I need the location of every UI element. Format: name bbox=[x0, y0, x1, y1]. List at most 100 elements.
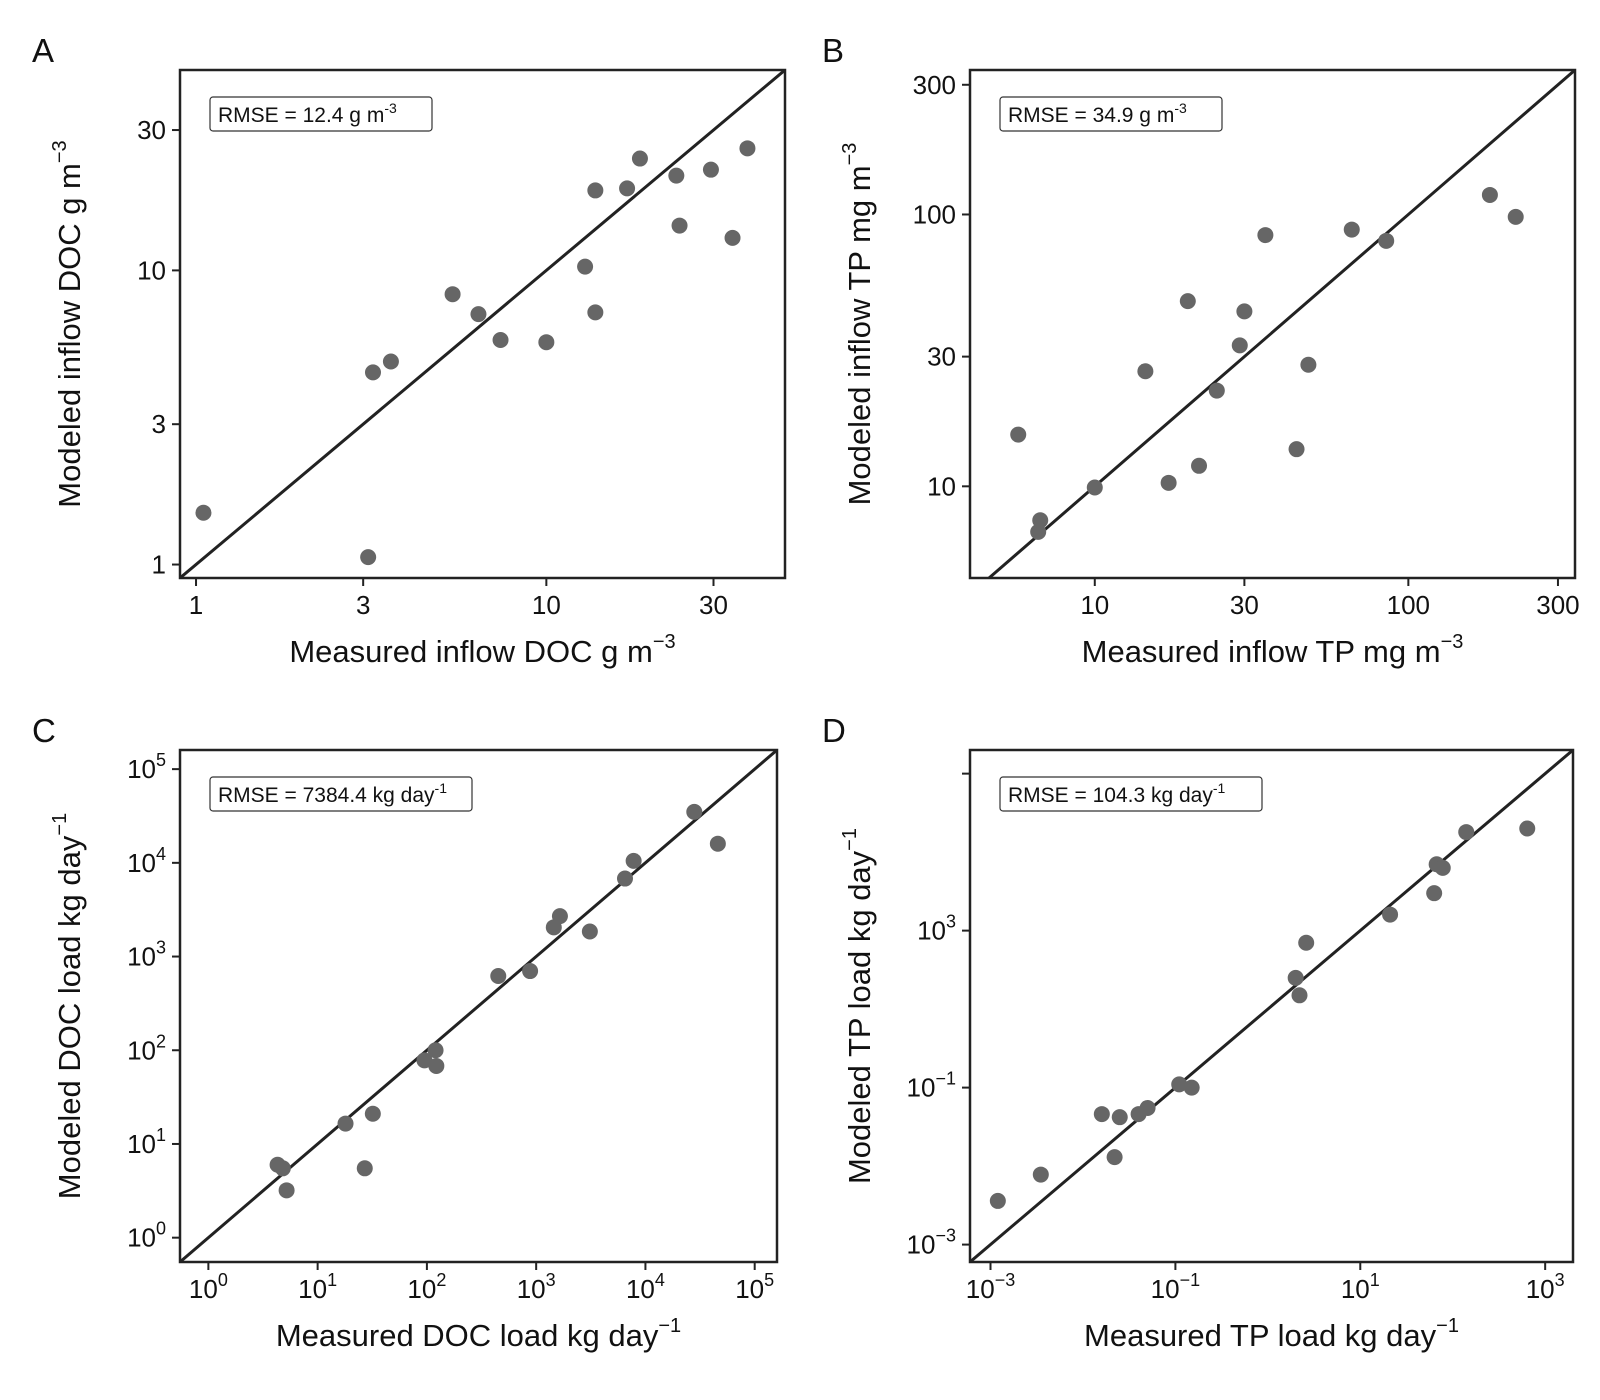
data-point bbox=[1171, 1076, 1188, 1093]
rmse-label: RMSE = 12.4 g m-3 bbox=[218, 100, 397, 127]
data-point bbox=[1434, 859, 1451, 876]
data-point bbox=[1343, 221, 1360, 238]
data-point bbox=[686, 803, 703, 820]
data-point bbox=[1032, 1166, 1049, 1183]
plot-frame bbox=[968, 748, 1575, 1264]
panel-letter: B bbox=[822, 32, 844, 69]
data-point bbox=[1382, 906, 1399, 923]
panel-d: D 10−3 10−1 101 103 10−3 10−1 103 Measured TP lo… bbox=[822, 712, 1575, 1353]
plot-frame bbox=[968, 68, 1577, 580]
data-point bbox=[364, 1105, 381, 1122]
data-point bbox=[1378, 232, 1395, 249]
y-tick-label: 103 bbox=[917, 912, 956, 946]
data-point bbox=[587, 182, 604, 199]
data-point bbox=[702, 161, 719, 178]
data-point bbox=[492, 331, 509, 348]
y-tick-label: 105 bbox=[127, 750, 166, 784]
x-tick-label: 10 bbox=[1080, 590, 1109, 620]
data-point bbox=[1139, 1099, 1156, 1116]
y-tick-label: 3 bbox=[152, 409, 166, 439]
data-point bbox=[428, 1057, 445, 1074]
data-point bbox=[587, 304, 604, 321]
rmse-box bbox=[209, 776, 473, 812]
x-tick-label: 1 bbox=[189, 590, 203, 620]
rmse-label: RMSE = 7384.4 kg day-1 bbox=[218, 780, 447, 807]
data-point bbox=[625, 852, 642, 869]
data-point bbox=[631, 150, 648, 167]
y-axis-label: Modeled DOC load kg day−1 bbox=[49, 813, 87, 1199]
y-tick-label: 10−3 bbox=[907, 1226, 956, 1260]
x-tick-label: 101 bbox=[298, 1270, 337, 1304]
x-tick-label: 30 bbox=[1230, 590, 1259, 620]
panel-c: C 100 101 102 103 104 105 100 101 102 103 104 105 Mea… bbox=[32, 712, 779, 1353]
rmse-box bbox=[999, 776, 1263, 812]
plot-frame bbox=[178, 748, 779, 1264]
data-point bbox=[382, 353, 399, 370]
x-tick-label: 101 bbox=[1341, 1270, 1380, 1304]
data-point bbox=[1231, 337, 1248, 354]
data-point bbox=[551, 908, 568, 925]
data-point bbox=[1093, 1106, 1110, 1123]
one-to-one-line bbox=[970, 750, 1573, 1262]
x-tick-label: 100 bbox=[189, 1270, 228, 1304]
data-point bbox=[989, 1192, 1006, 1209]
data-point bbox=[1106, 1149, 1123, 1166]
data-point bbox=[1426, 885, 1443, 902]
data-point bbox=[1183, 1079, 1200, 1096]
x-tick-label: 30 bbox=[699, 590, 728, 620]
data-point bbox=[1236, 303, 1253, 320]
rmse-box bbox=[209, 96, 433, 132]
y-tick-label: 10 bbox=[927, 471, 956, 501]
data-point bbox=[739, 140, 756, 157]
data-point bbox=[1300, 356, 1317, 373]
data-point bbox=[427, 1042, 444, 1059]
data-point bbox=[581, 923, 598, 940]
data-point bbox=[1032, 512, 1049, 529]
one-to-one-line bbox=[986, 70, 1575, 578]
panel-letter: A bbox=[32, 32, 54, 69]
data-point bbox=[278, 1182, 295, 1199]
data-point bbox=[1288, 441, 1305, 458]
rmse-label: RMSE = 34.9 g m-3 bbox=[1008, 100, 1187, 127]
x-tick-label: 10−3 bbox=[966, 1270, 1015, 1304]
x-tick-label: 105 bbox=[735, 1270, 774, 1304]
x-axis-label: Measured inflow DOC g m−3 bbox=[289, 631, 675, 669]
data-point bbox=[274, 1160, 291, 1177]
x-axis-label: Measured DOC load kg day−1 bbox=[276, 1315, 681, 1353]
y-tick-label: 1 bbox=[152, 550, 166, 580]
y-axis-label: Modeled inflow TP mg m−3 bbox=[839, 143, 877, 506]
data-point bbox=[356, 1160, 373, 1177]
data-point bbox=[1507, 208, 1524, 225]
data-point bbox=[671, 217, 688, 234]
data-point bbox=[470, 306, 487, 323]
data-point bbox=[1481, 186, 1498, 203]
x-axis-label: Measured TP load kg day−1 bbox=[1084, 1315, 1459, 1353]
data-point bbox=[1191, 457, 1208, 474]
y-tick-label: 101 bbox=[127, 1125, 166, 1159]
data-point bbox=[1086, 479, 1103, 496]
y-tick-label: 10 bbox=[137, 255, 166, 285]
data-point bbox=[490, 967, 507, 984]
data-point bbox=[195, 504, 212, 521]
rmse-label: RMSE = 104.3 kg day-1 bbox=[1008, 780, 1226, 807]
data-point bbox=[1287, 969, 1304, 986]
data-point bbox=[364, 364, 381, 381]
y-tick-label: 100 bbox=[913, 199, 956, 229]
data-point bbox=[1179, 293, 1196, 310]
data-point bbox=[619, 180, 636, 197]
y-axis-label: Modeled inflow DOC g m−3 bbox=[49, 140, 87, 507]
data-point bbox=[1458, 824, 1475, 841]
plot-frame bbox=[178, 68, 787, 580]
y-tick-label: 300 bbox=[913, 70, 956, 100]
x-tick-label: 10−1 bbox=[1151, 1270, 1200, 1304]
data-point bbox=[1298, 934, 1315, 951]
panel-a: A 1 3 10 30 1 3 10 30 Measured inflow DOC g m−3 Mo… bbox=[32, 32, 787, 669]
panel-letter: C bbox=[32, 712, 56, 749]
data-point bbox=[1010, 426, 1027, 443]
data-point bbox=[1111, 1109, 1128, 1126]
data-point bbox=[1257, 227, 1274, 244]
x-tick-label: 10 bbox=[532, 590, 561, 620]
data-point bbox=[522, 963, 539, 980]
panel-b: B 10 30 100 300 10 30 100 300 Measured inflow TP … bbox=[822, 32, 1580, 669]
